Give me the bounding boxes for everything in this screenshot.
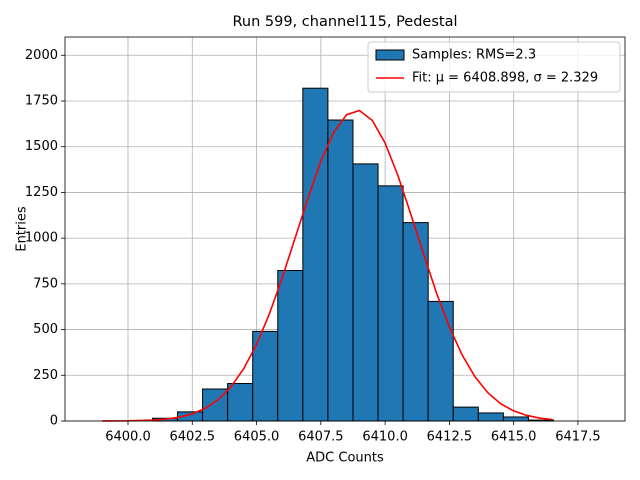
y-tick-label: 2000 [25, 48, 58, 63]
y-tick-label: 1750 [25, 94, 58, 109]
bar [327, 119, 354, 422]
plot-frame [64, 36, 626, 422]
legend-label: Samples: RMS=2.3 [412, 48, 536, 63]
y-tick-label: 500 [33, 322, 58, 337]
legend: Samples: RMS=2.3 Fit: μ = 6408.898, σ = 2… [367, 41, 621, 93]
x-tick-label: 6407.5 [298, 430, 344, 445]
bar [202, 388, 229, 422]
y-tick-label: 0 [50, 414, 58, 429]
x-tick-label: 6417.5 [555, 430, 601, 445]
bar [502, 416, 529, 422]
x-tick-label: 6412.5 [427, 430, 473, 445]
bar [477, 412, 504, 422]
y-axis-label: Entries [15, 206, 30, 252]
y-tick-label: 1000 [25, 231, 58, 246]
bar [227, 383, 254, 422]
bar [452, 406, 479, 422]
bar [277, 270, 304, 422]
legend-swatch [375, 49, 405, 61]
legend-box [367, 41, 621, 93]
y-tick-label: 750 [33, 276, 58, 291]
x-tick-label: 6402.5 [170, 430, 216, 445]
x-tick-label: 6415.0 [491, 430, 537, 445]
chart-title: Run 599, channel115, Pedestal [232, 14, 457, 30]
legend-label: Fit: μ = 6408.898, σ = 2.329 [412, 71, 598, 86]
bar [402, 222, 429, 422]
fit-line [102, 109, 553, 422]
y-tick-label: 1250 [25, 185, 58, 200]
bar [352, 163, 379, 422]
bar [302, 87, 329, 422]
x-tick-label: 6400.0 [105, 430, 151, 445]
x-axis-label: ADC Counts [306, 451, 384, 466]
bar [377, 185, 404, 422]
y-tick-label: 1500 [25, 139, 58, 154]
x-tick-label: 6410.0 [362, 430, 408, 445]
bar [427, 300, 454, 422]
x-tick-label: 6405.0 [234, 430, 280, 445]
y-tick-label: 250 [33, 368, 58, 383]
